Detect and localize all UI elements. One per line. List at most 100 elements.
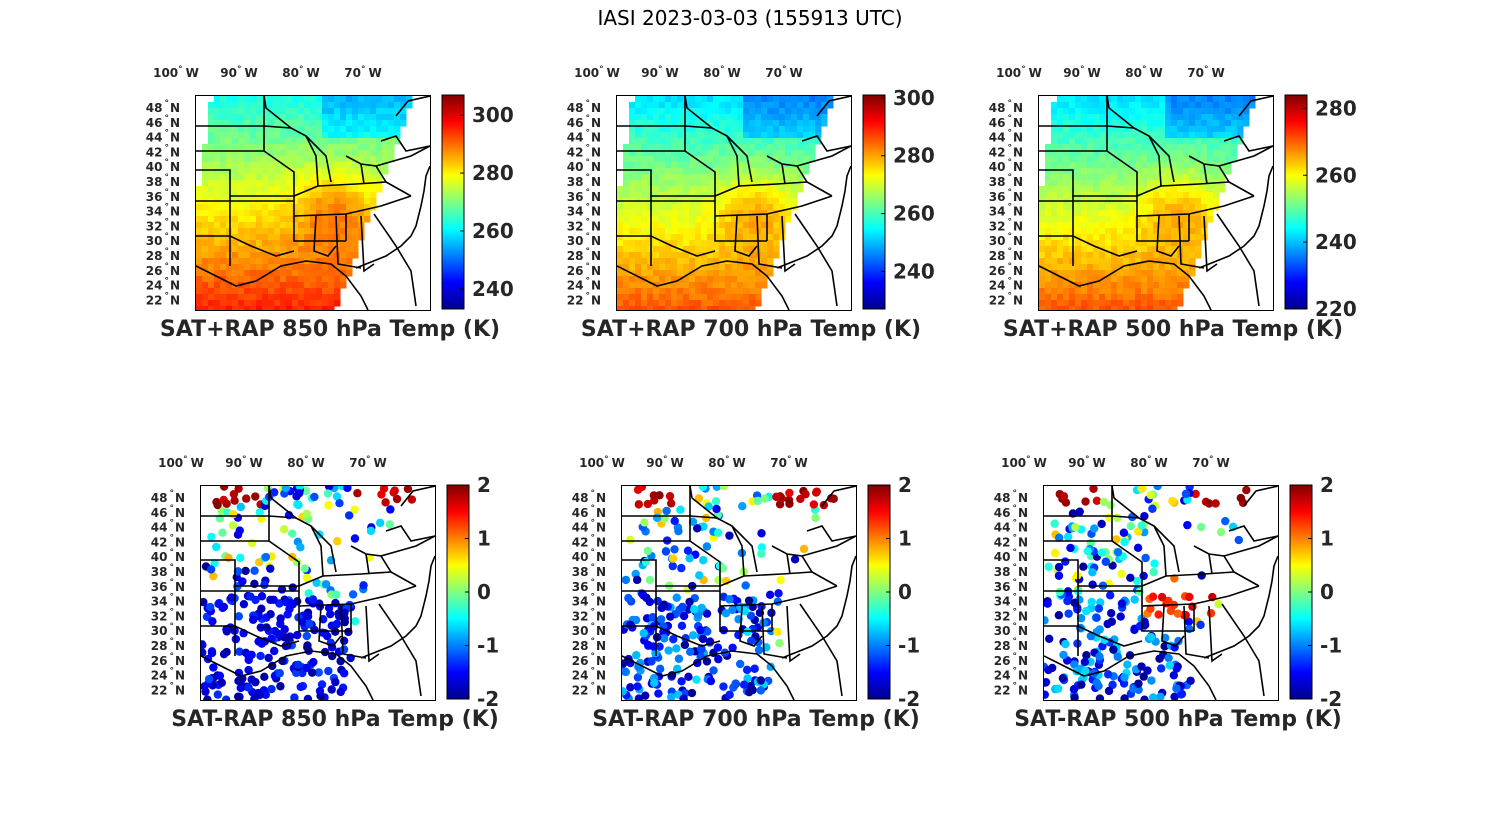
field-cell bbox=[1159, 252, 1166, 259]
field-cell bbox=[250, 294, 257, 301]
field-cell bbox=[1081, 276, 1088, 283]
field-cell bbox=[713, 144, 720, 151]
state-borders bbox=[201, 486, 435, 697]
field-cell bbox=[214, 210, 221, 217]
field-cell bbox=[629, 138, 636, 145]
field-cell bbox=[701, 228, 708, 235]
field-cell bbox=[1081, 204, 1088, 211]
field-cell bbox=[220, 294, 227, 301]
field-cell bbox=[701, 204, 708, 211]
difference-point bbox=[1081, 666, 1090, 676]
field-cell bbox=[1063, 246, 1070, 253]
difference-point bbox=[1116, 612, 1125, 621]
field-cell bbox=[280, 168, 287, 175]
field-cell bbox=[1051, 174, 1058, 181]
field-cell bbox=[388, 150, 395, 157]
field-cell bbox=[262, 240, 269, 247]
field-cell bbox=[695, 108, 702, 115]
field-cell bbox=[1105, 294, 1112, 301]
field-cell bbox=[244, 156, 251, 163]
field-cell bbox=[677, 138, 684, 145]
field-cell bbox=[1063, 162, 1070, 169]
difference-point bbox=[1214, 599, 1223, 609]
field-cell bbox=[689, 156, 696, 163]
field-cell bbox=[364, 192, 371, 199]
field-cell bbox=[220, 228, 227, 235]
field-cell bbox=[719, 246, 726, 253]
field-cell bbox=[334, 132, 341, 139]
field-cell bbox=[701, 126, 708, 133]
field-cell bbox=[1069, 306, 1076, 310]
field-cell bbox=[322, 288, 329, 295]
field-cell bbox=[310, 108, 317, 115]
field-cell bbox=[749, 168, 756, 175]
field-cell bbox=[731, 186, 738, 193]
field-cell bbox=[671, 264, 678, 271]
field-cell bbox=[292, 186, 299, 193]
field-cell bbox=[695, 240, 702, 247]
field-cell bbox=[731, 294, 738, 301]
field-cell bbox=[773, 174, 780, 181]
field-cell bbox=[797, 126, 804, 133]
field-cell bbox=[731, 120, 738, 127]
field-cell bbox=[1135, 168, 1142, 175]
field-cell bbox=[232, 108, 239, 115]
field-cell bbox=[1171, 156, 1178, 163]
field-cell bbox=[250, 258, 257, 265]
field-cell bbox=[1123, 138, 1130, 145]
field-cell bbox=[1219, 132, 1226, 139]
field-cell bbox=[761, 210, 768, 217]
difference-point bbox=[674, 654, 684, 663]
field-cell bbox=[286, 204, 293, 211]
field-cell bbox=[809, 102, 816, 109]
field-cell bbox=[773, 96, 780, 103]
field-cell bbox=[809, 96, 816, 103]
field-cell bbox=[1105, 270, 1112, 277]
difference-point bbox=[292, 492, 301, 501]
field-cell bbox=[719, 186, 726, 193]
field-cell bbox=[304, 204, 311, 211]
field-cell bbox=[641, 234, 648, 241]
field-cell bbox=[316, 240, 323, 247]
field-cell bbox=[671, 234, 678, 241]
field-cell bbox=[1093, 204, 1100, 211]
field-cell bbox=[659, 240, 666, 247]
field-cell bbox=[707, 282, 714, 289]
field-cell bbox=[683, 306, 690, 310]
difference-point bbox=[703, 627, 712, 636]
difference-point bbox=[639, 629, 648, 638]
lat-tick-label: 46 °N bbox=[572, 504, 606, 520]
field-cell bbox=[1183, 222, 1190, 229]
field-cell bbox=[1231, 150, 1238, 157]
field-cell bbox=[1195, 186, 1202, 193]
field-cell bbox=[635, 264, 642, 271]
field-cell bbox=[785, 216, 792, 223]
field-cell bbox=[370, 198, 377, 205]
field-cell bbox=[334, 150, 341, 157]
field-cell bbox=[719, 204, 726, 211]
field-cell bbox=[1117, 258, 1124, 265]
field-cell bbox=[1063, 252, 1070, 259]
field-cell bbox=[1165, 168, 1172, 175]
field-cell bbox=[238, 246, 245, 253]
field-cell bbox=[1159, 306, 1166, 310]
field-cell bbox=[767, 252, 774, 259]
field-cell bbox=[202, 192, 209, 199]
difference-point bbox=[304, 589, 313, 598]
field-cell bbox=[370, 138, 377, 145]
field-cell bbox=[274, 126, 281, 133]
field-cell bbox=[623, 156, 630, 163]
field-cell bbox=[322, 234, 329, 241]
field-cell bbox=[1183, 246, 1190, 253]
field-cell bbox=[1099, 114, 1106, 121]
field-cell bbox=[749, 126, 756, 133]
field-cell bbox=[1153, 144, 1160, 151]
field-cell bbox=[713, 198, 720, 205]
difference-point bbox=[343, 486, 352, 493]
field-cell bbox=[737, 240, 744, 247]
field-cell bbox=[677, 282, 684, 289]
field-cell bbox=[659, 138, 666, 145]
field-cell bbox=[683, 114, 690, 121]
field-cell bbox=[1069, 120, 1076, 127]
